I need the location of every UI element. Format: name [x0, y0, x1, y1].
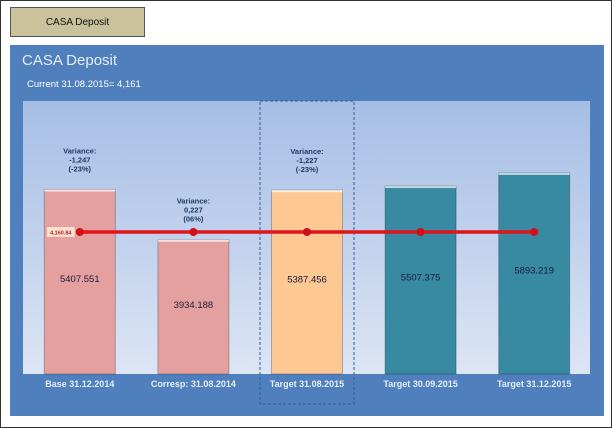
bar-value-label: 3934.188 — [174, 300, 214, 311]
category-label: Base 31.12.2014 — [45, 379, 114, 389]
variance-annotation: Variance: — [63, 146, 96, 155]
variance-annotation: Variance: — [290, 147, 323, 156]
panel-title: CASA Deposit — [22, 52, 118, 69]
bar-highlight — [44, 189, 116, 192]
line-label-box — [46, 226, 76, 238]
category-label: Target 30.09.2015 — [383, 379, 457, 389]
current-value: Current 31.08.2015= 4,161 — [27, 79, 141, 90]
line-point — [303, 228, 311, 237]
bar — [384, 185, 457, 375]
bar-highlight — [157, 239, 229, 242]
variance-annotation: (-23%) — [296, 165, 319, 174]
variance-annotation: -1,227 — [296, 156, 317, 165]
line-point — [530, 228, 539, 237]
variance-annotation: (-23%) — [69, 164, 92, 173]
line-point — [416, 228, 425, 237]
bar-value-label: 5507.375 — [401, 272, 441, 283]
variance-annotation: (06%) — [183, 215, 204, 224]
variance-annotation: 0,227 — [184, 206, 203, 215]
category-label: Target 31.12.2015 — [497, 379, 571, 389]
bar-value-label: 5407.551 — [60, 274, 100, 285]
bar — [271, 189, 343, 375]
bar-value-label: 5893.219 — [514, 265, 554, 276]
line-point — [75, 228, 84, 237]
chart-panel: 5407.551 Base 31.12.2014 3934.188 Corresp: … — [10, 45, 604, 416]
casa-deposit-button[interactable]: CASA Deposit — [10, 7, 145, 37]
bar — [157, 239, 230, 375]
variance-annotation: Variance: — [177, 197, 210, 206]
bar-value-label: 5387.456 — [287, 274, 327, 285]
line-point — [189, 228, 198, 237]
bar-highlight — [271, 190, 343, 193]
category-label: Corresp: 31.08.2014 — [151, 379, 236, 389]
highlight-box — [259, 100, 355, 405]
bar-highlight — [498, 172, 570, 175]
variance-annotation: -1,247 — [69, 155, 90, 164]
bar — [43, 188, 116, 375]
line-value-label: 4,160.84 — [50, 231, 72, 237]
bar-highlight — [385, 186, 457, 189]
category-label: Target 31.08.2015 — [270, 379, 344, 389]
bar — [498, 172, 571, 375]
bar-chart: 5407.551 Base 31.12.2014 3934.188 Corresp: … — [23, 100, 590, 405]
